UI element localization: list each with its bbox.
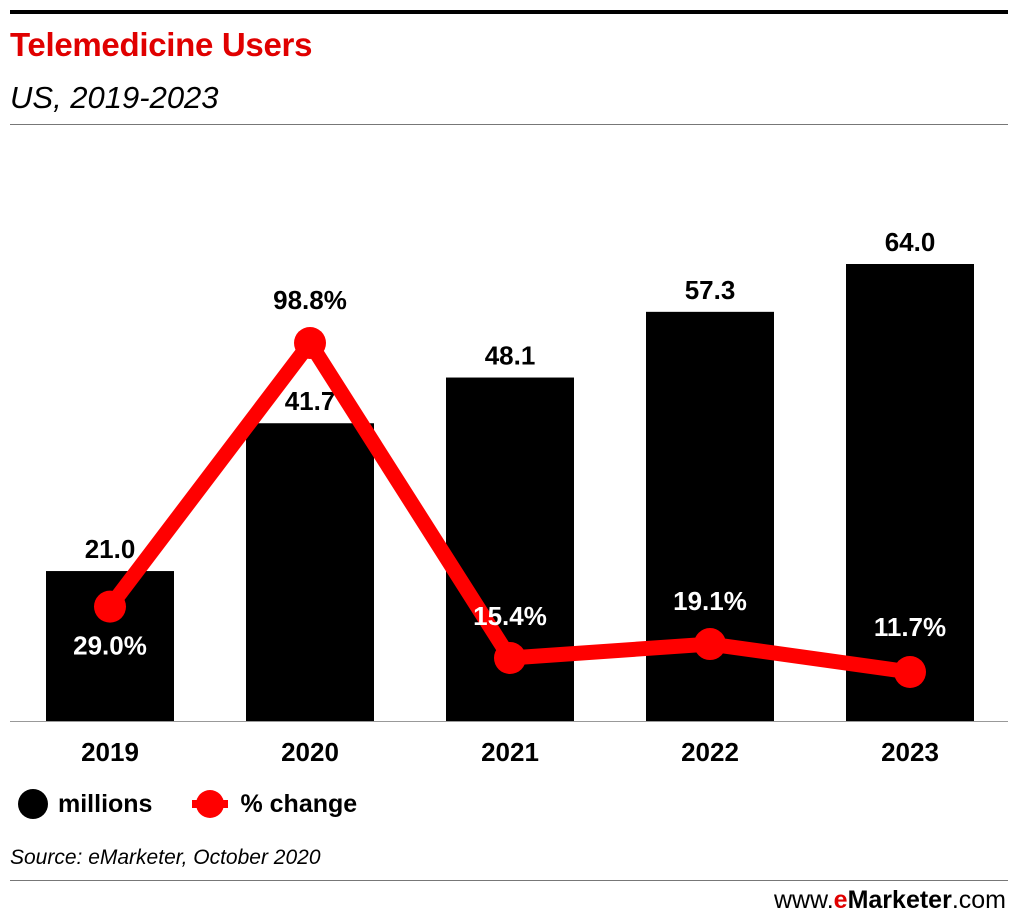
change-value-label-2020: 98.8% — [273, 285, 347, 315]
change-point-2021 — [494, 642, 526, 675]
change-value-label-2019: 29.0% — [73, 631, 147, 661]
legend-line-swatch-icon — [192, 789, 229, 819]
bar-value-label-2021: 48.1 — [485, 341, 536, 371]
bar-value-label-2023: 64.0 — [885, 227, 936, 257]
site-url[interactable]: www.eMarketer.com — [774, 886, 1006, 915]
legend: millions % change — [18, 786, 397, 822]
site-url-brand-rest: Marketer — [847, 886, 952, 914]
legend-item-millions: millions — [18, 789, 152, 819]
x-tick-label-2023: 2023 — [881, 737, 939, 767]
bar-value-label-2022: 57.3 — [685, 275, 736, 305]
legend-bar-swatch-icon — [18, 789, 48, 819]
source-note: Source: eMarketer, October 2020 — [10, 846, 321, 869]
footer-rule — [10, 880, 1008, 881]
bar-2023 — [846, 264, 974, 721]
legend-item-change: % change — [192, 789, 357, 819]
change-value-label-2022: 19.1% — [673, 586, 747, 616]
site-url-prefix: www. — [773, 886, 834, 914]
chart-area: 2019 2020 2021 2022 2023 21.0 41.7 48.1 57.3 64.0… — [10, 227, 1008, 767]
change-point-2020 — [294, 327, 326, 359]
legend-label-change: % change — [240, 789, 358, 818]
bar-value-label-2020: 41.7 — [285, 386, 336, 416]
site-url-brand-e: e — [833, 886, 848, 914]
change-value-label-2023: 11.7% — [874, 612, 946, 642]
change-point-2022 — [694, 628, 726, 661]
x-tick-label-2019: 2019 — [81, 737, 139, 767]
x-tick-label-2022: 2022 — [681, 737, 739, 767]
bar-2020 — [246, 423, 374, 721]
change-point-2023 — [894, 656, 926, 688]
x-tick-label-2021: 2021 — [481, 737, 539, 767]
top-rule — [10, 10, 1008, 14]
legend-label-millions: millions — [58, 789, 153, 818]
header-rule — [10, 124, 1008, 125]
change-value-label-2021: 15.4% — [473, 601, 547, 631]
chart-title: Telemedicine Users — [10, 26, 313, 63]
bar-value-label-2019: 21.0 — [85, 534, 136, 564]
change-point-2019 — [94, 590, 126, 623]
x-tick-label-2020: 2020 — [281, 737, 339, 767]
site-url-suffix: .com — [951, 886, 1006, 914]
chart-subtitle: US, 2019-2023 — [10, 80, 219, 115]
